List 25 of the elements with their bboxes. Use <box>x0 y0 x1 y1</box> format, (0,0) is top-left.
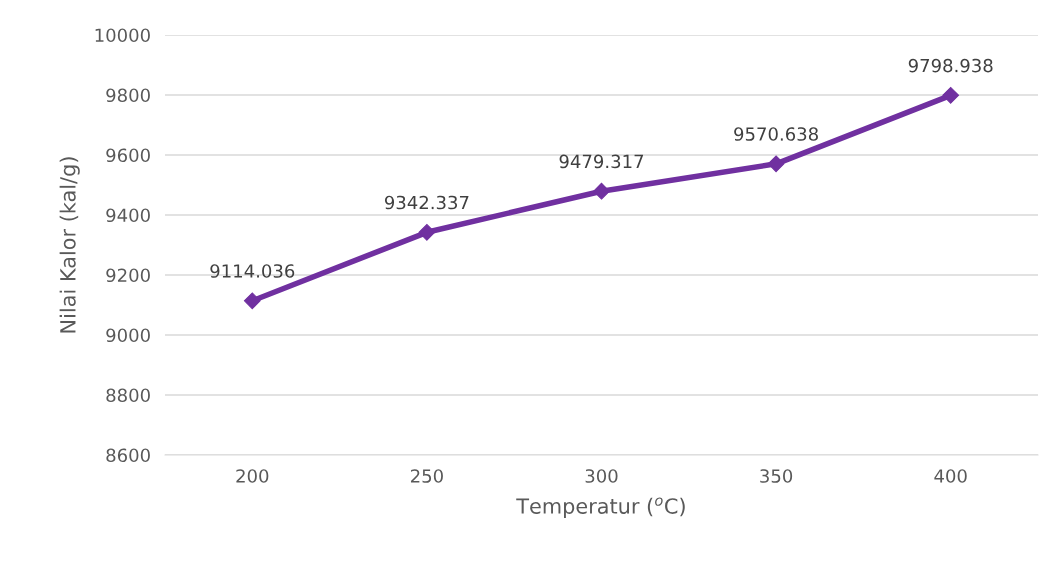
y-axis-title: Nilai Kalor (kal/g) <box>59 157 80 333</box>
x-axis-title: Temperatur ($^{o}$C) <box>516 497 685 518</box>
y-tick-label: 8800 <box>106 388 150 403</box>
point <box>593 182 610 200</box>
y-tick-label: 8600 <box>106 448 150 463</box>
x-tick-label: 300 <box>585 469 618 483</box>
x-tick-label: 250 <box>410 469 443 483</box>
point <box>243 292 261 310</box>
data-label: 9570.638 <box>734 127 818 141</box>
x-tick-label: 200 <box>236 469 269 483</box>
data-label: 9114.036 <box>210 264 295 278</box>
y-tick-label: 9800 <box>106 88 150 103</box>
data-label: 9479.317 <box>559 154 644 169</box>
point <box>942 86 960 104</box>
x-tick-label: 350 <box>760 469 793 483</box>
data-label: 9342.337 <box>384 195 469 210</box>
y-tick-label: 10000 <box>95 28 150 43</box>
point <box>767 155 785 173</box>
y-tick-label: 9000 <box>106 328 150 343</box>
data-label: 9798.938 <box>908 58 993 73</box>
x-tick-label: 400 <box>934 469 967 483</box>
y-tick-label: 9400 <box>106 208 150 223</box>
point <box>418 223 436 241</box>
y-tick-label: 9600 <box>106 148 150 163</box>
y-tick-label: 9200 <box>106 268 150 283</box>
